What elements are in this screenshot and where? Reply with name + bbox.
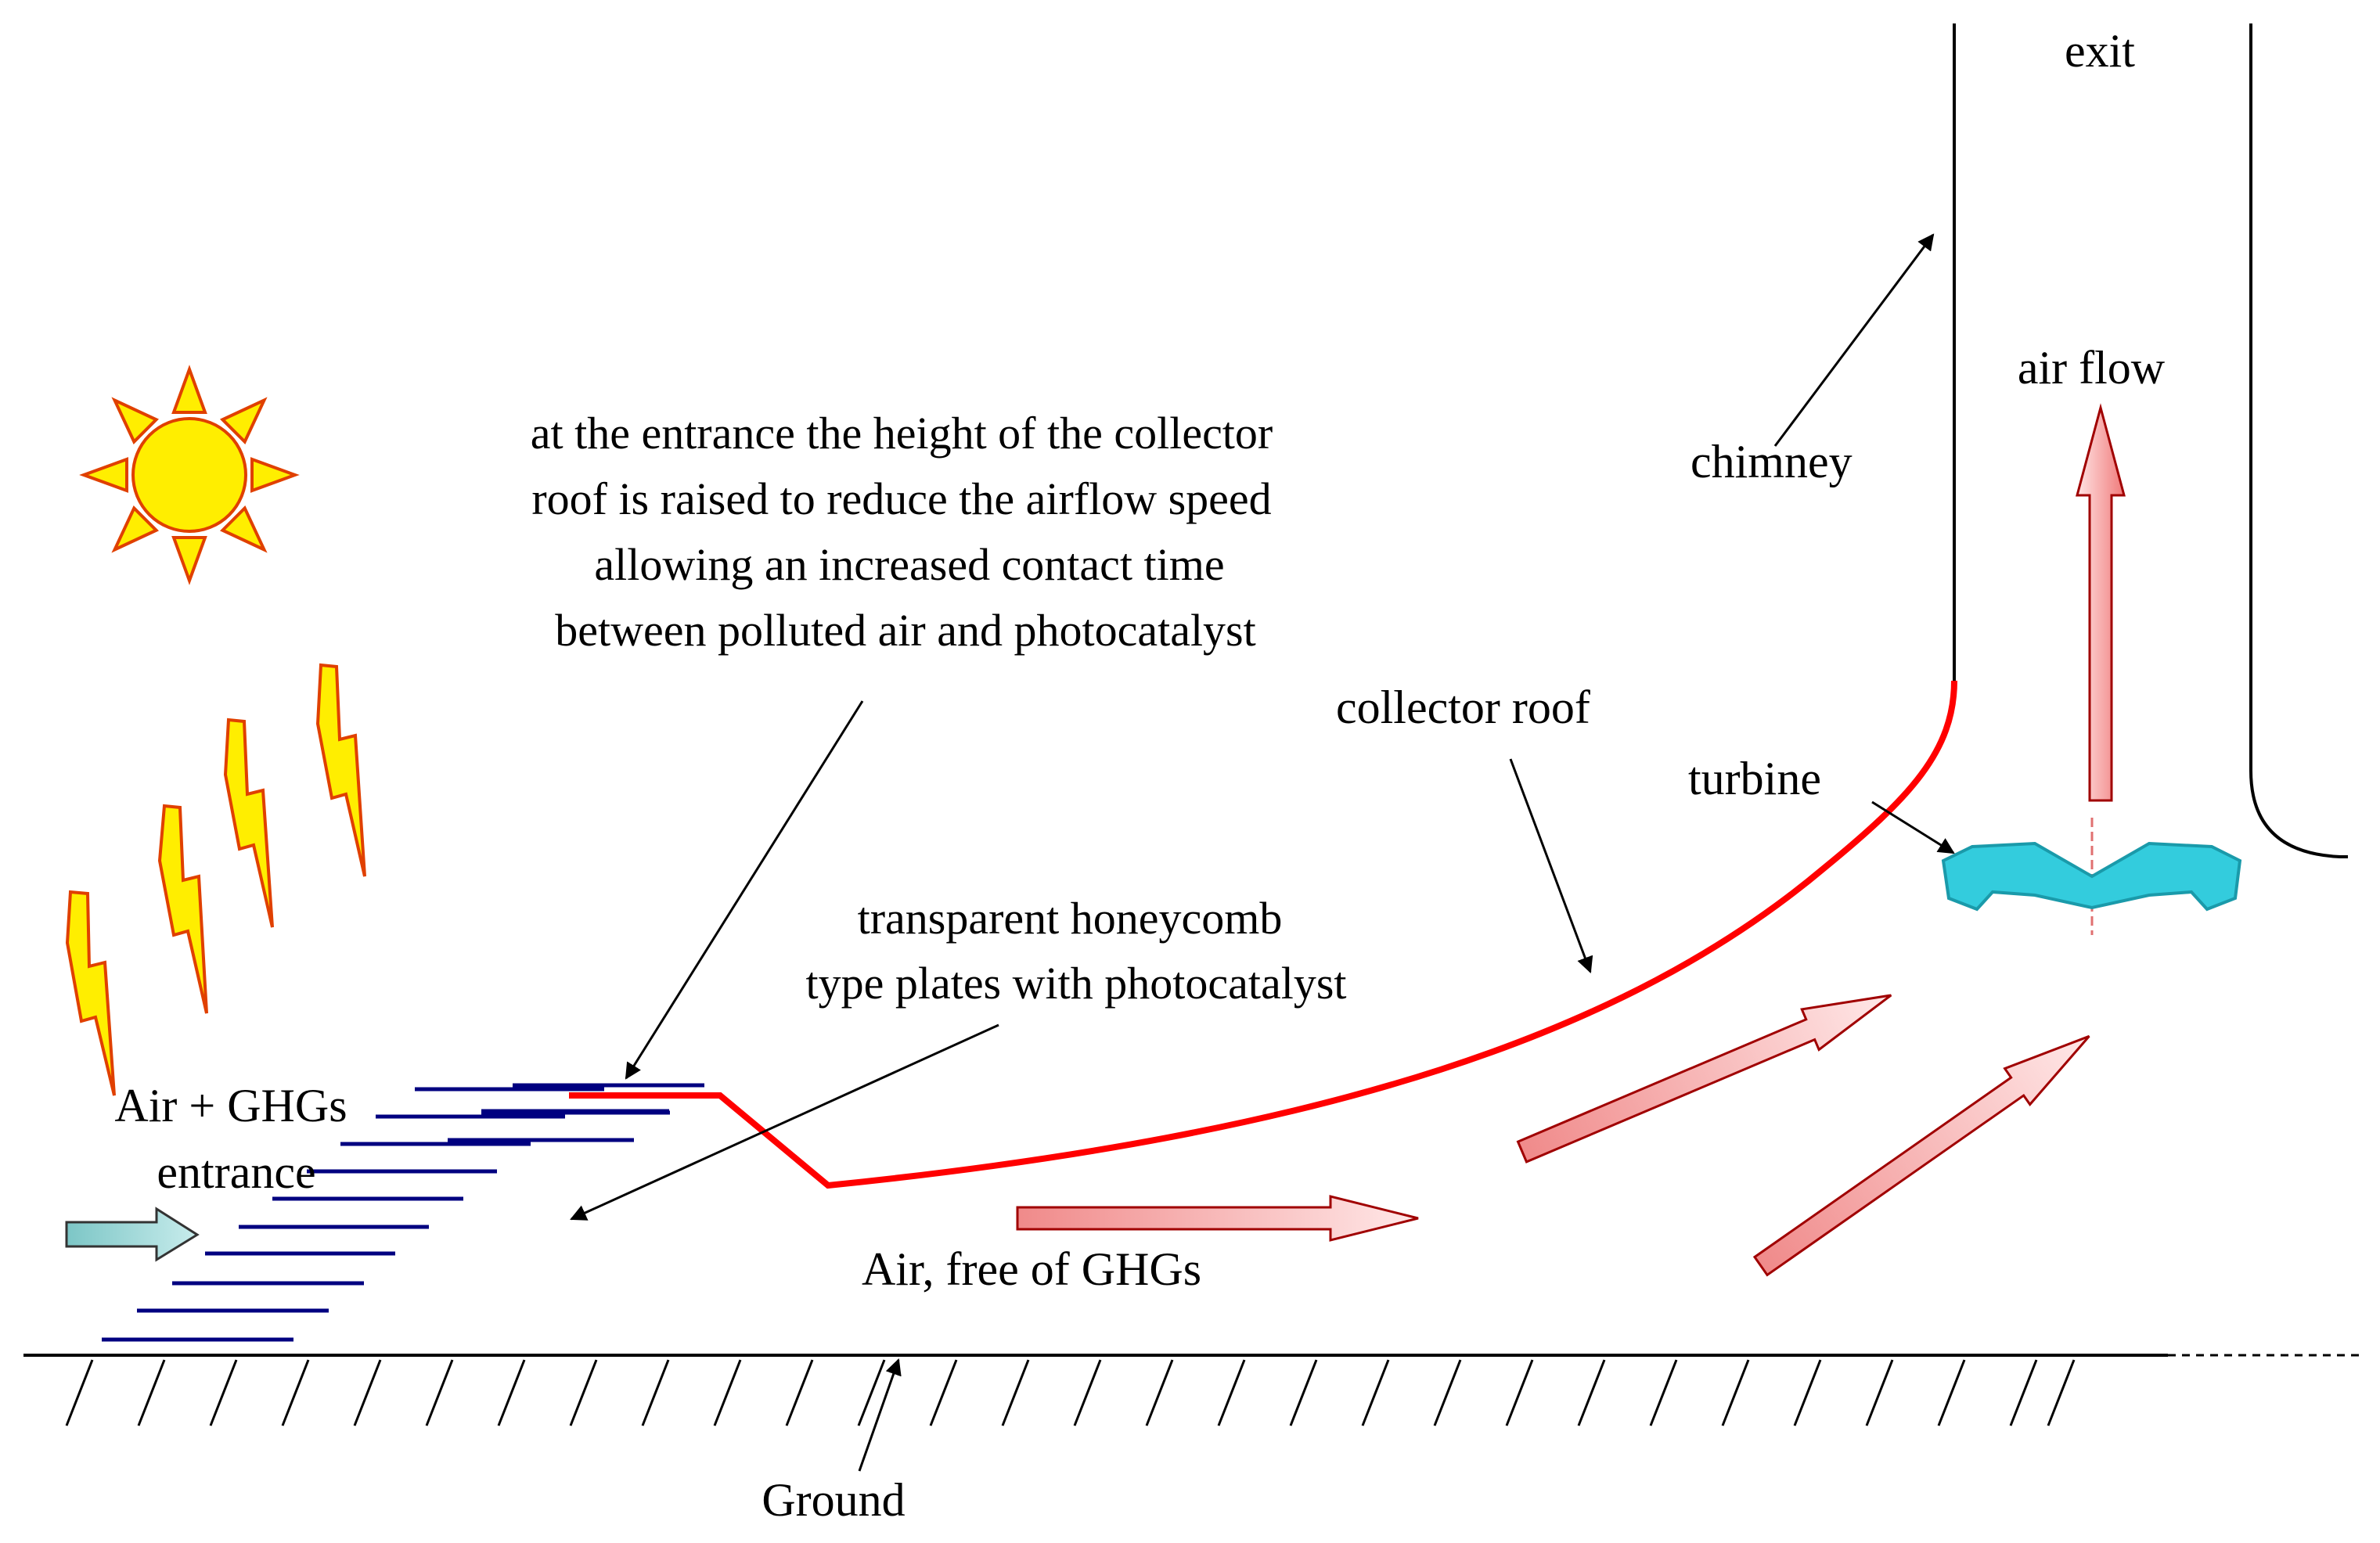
honeycomb-label-line: type plates with photocatalyst [805,958,1346,1009]
lightning-icon [223,718,274,928]
chimney-label: chimney [1690,436,1853,487]
collector-roof [569,680,1957,1189]
chimney [1953,23,2348,858]
lightning-icon [157,804,208,1014]
flow-arrow-icon [2076,403,2126,802]
leader-arrows [570,233,1955,1472]
honeycomb-label-line: transparent honeycomb [858,893,1283,944]
air-ghg-label: Air + GHGs [114,1080,347,1131]
sun-icon [79,365,300,585]
roof-pointer [1509,758,1593,973]
entrance-note-line: between polluted air and photocatalyst [555,605,1256,656]
flow-arrow-icon [1752,1034,2090,1277]
flow-arrow-icon [1016,1195,1419,1242]
air-free-label: Air, free of GHGs [862,1243,1201,1295]
lightning-icons [65,663,366,1096]
honeycomb-plates [102,1083,704,1342]
entrance-note: at the entrance the height of the collec… [531,408,1273,656]
flow-arrow-icon [1516,994,1892,1164]
ground-pointer [858,1358,902,1472]
ground-hatching [65,1359,2076,1426]
honeycomb-pointer [570,1023,999,1221]
entrance-note-line: at the entrance the height of the collec… [531,408,1273,459]
chimney-pointer [1773,233,1935,447]
turbine-pointer [1871,800,1955,854]
entrance-note-line: roof is raised to reduce the airflow spe… [531,473,1271,524]
turbine-label: turbine [1688,753,1821,804]
entrance-pointer [625,700,864,1080]
flow-arrows [1016,403,2126,1277]
turbine-icon [1941,818,2242,935]
collector-roof-label: collector roof [1336,682,1590,733]
ground-label: Ground [762,1474,905,1526]
lightning-icon [315,663,366,877]
inlet-arrow-icon [65,1207,200,1262]
entrance-note-line: allowing an increased contact time [594,539,1224,590]
exit-label: exit [2065,25,2135,77]
air-flow-label: air flow [2018,342,2166,394]
ground [23,1354,2364,1426]
lightning-icon [65,890,116,1096]
entrance-label: entrance [157,1146,315,1198]
